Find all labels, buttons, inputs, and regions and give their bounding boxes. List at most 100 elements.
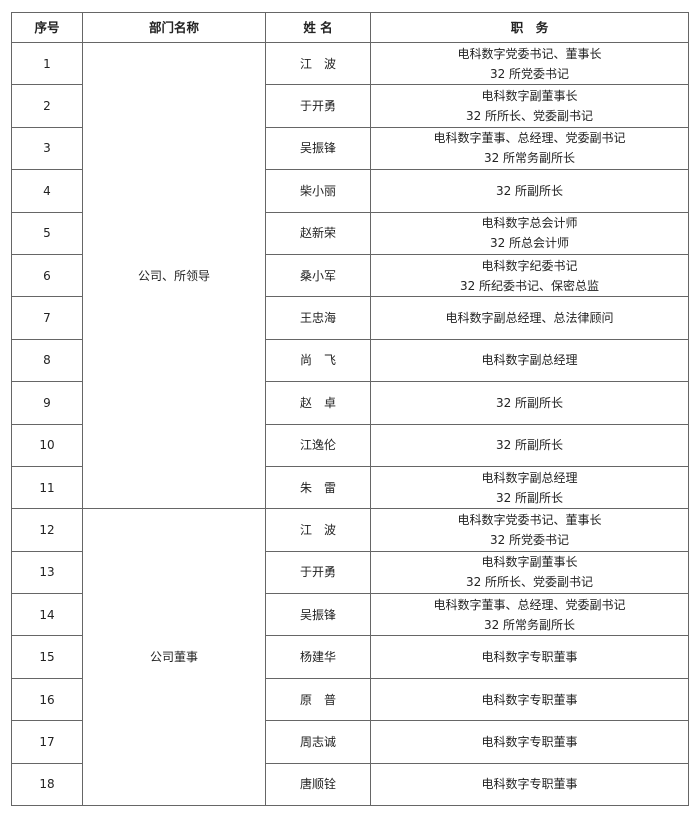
position-line: 32 所副所长 <box>495 183 564 198</box>
position-line: 32 所副所长 <box>495 490 564 505</box>
position-line: 32 所常务副所长 <box>483 151 576 166</box>
name-cell: 王忠海 <box>265 296 371 340</box>
position-line: 32 所副所长 <box>495 395 564 410</box>
seq-cell: 9 <box>11 381 83 425</box>
table-row: 1 公司、所领导江 波 电科数字党委书记、董事长 32 所党委书记 <box>11 41 689 510</box>
header-row: 序号 部门名称 姓 名 职 务 <box>11 12 689 43</box>
position-line: 电科数字董事、总经理、党委副书记 <box>433 597 626 612</box>
name-cell: 赵 卓 <box>265 381 371 425</box>
name-cell: 于开勇 <box>265 84 371 128</box>
position-line: 电科数字党委书记、董事长 <box>457 512 602 527</box>
table-row: 8 尚 飞 电科数字副总经理 <box>11 338 689 383</box>
name-cell: 尚 飞 <box>265 338 371 383</box>
position-line: 32 所所长、党委副书记 <box>465 575 594 590</box>
table-row: 6 桑小军 电科数字纪委书记 32 所纪委书记、保密总监 <box>11 253 689 298</box>
dept-cell: 公司董事 <box>82 508 266 807</box>
position-line: 32 所所长、党委副书记 <box>465 109 594 124</box>
dept-cell: 公司、所领导 <box>82 41 266 510</box>
name-cell: 杨建华 <box>265 635 371 679</box>
table-row: 3 吴振锋 电科数字董事、总经理、党委副书记 32 所常务副所长 <box>11 126 689 171</box>
position-cell: 电科数字党委书记、董事长 32 所党委书记 <box>370 41 689 86</box>
position-cell: 电科数字专职董事 <box>370 720 689 764</box>
seq-cell: 12 <box>11 508 83 552</box>
seq-cell: 2 <box>11 84 83 128</box>
position-line: 32 所副所长 <box>495 438 564 453</box>
seq-cell: 11 <box>11 465 83 510</box>
name-cell: 江 波 <box>265 41 371 86</box>
seq-cell: 18 <box>11 762 83 807</box>
table-row: 12 公司董事江 波 电科数字党委书记、董事长 32 所党委书记 <box>11 508 689 807</box>
header-name: 姓 名 <box>265 12 371 43</box>
position-line: 电科数字董事、总经理、党委副书记 <box>433 131 626 146</box>
seq-cell: 3 <box>11 126 83 171</box>
position-cell: 32 所副所长 <box>370 169 689 213</box>
header-seq: 序号 <box>11 12 83 43</box>
name-cell: 吴振锋 <box>265 126 371 171</box>
name-cell: 于开勇 <box>265 550 371 595</box>
position-cell: 电科数字董事、总经理、党委副书记 32 所常务副所长 <box>370 593 689 637</box>
position-line: 电科数字副总经理 <box>481 470 578 485</box>
seq-cell: 5 <box>11 211 83 255</box>
position-cell: 32 所副所长 <box>370 381 689 425</box>
position-line: 32 所党委书记 <box>489 66 570 81</box>
name-cell: 原 普 <box>265 677 371 722</box>
position-line: 电科数字总会计师 <box>481 216 578 231</box>
position-cell: 电科数字副董事长 32 所所长、党委副书记 <box>370 550 689 595</box>
table-row: 15 杨建华 电科数字专职董事 <box>11 635 689 679</box>
name-cell: 桑小军 <box>265 253 371 298</box>
seq-cell: 10 <box>11 423 83 467</box>
position-cell: 电科数字副总经理 32 所副所长 <box>370 465 689 510</box>
name-cell: 周志诚 <box>265 720 371 764</box>
position-cell: 电科数字董事、总经理、党委副书记 32 所常务副所长 <box>370 126 689 171</box>
position-line: 32 所常务副所长 <box>483 617 576 632</box>
position-cell: 32 所副所长 <box>370 423 689 467</box>
table-row: 7 王忠海 电科数字副总经理、总法律顾问 <box>11 296 689 340</box>
name-cell: 江逸伦 <box>265 423 371 467</box>
position-cell: 电科数字副董事长 32 所所长、党委副书记 <box>370 84 689 128</box>
table-row: 18 唐顺铨 电科数字专职董事 <box>11 762 689 807</box>
table-row: 9 赵 卓 32 所副所长 <box>11 381 689 425</box>
seq-cell: 7 <box>11 296 83 340</box>
position-cell: 电科数字专职董事 <box>370 677 689 722</box>
position-line: 电科数字副董事长 <box>481 555 578 570</box>
seq-cell: 15 <box>11 635 83 679</box>
name-cell: 朱 雷 <box>265 465 371 510</box>
position-cell: 电科数字副总经理 <box>370 338 689 383</box>
position-line: 32 所总会计师 <box>489 236 570 251</box>
position-cell: 电科数字总会计师 32 所总会计师 <box>370 211 689 255</box>
header-position: 职 务 <box>370 12 689 43</box>
position-line: 电科数字副董事长 <box>481 89 578 104</box>
seq-cell: 1 <box>11 41 83 86</box>
position-cell: 电科数字纪委书记 32 所纪委书记、保密总监 <box>370 253 689 298</box>
seq-cell: 8 <box>11 338 83 383</box>
position-cell: 电科数字党委书记、董事长 32 所党委书记 <box>370 508 689 552</box>
seq-cell: 4 <box>11 169 83 213</box>
table-row: 2 于开勇 电科数字副董事长 32 所所长、党委副书记 <box>11 84 689 128</box>
name-cell: 江 波 <box>265 508 371 552</box>
position-line: 电科数字副总经理、总法律顾问 <box>445 311 614 326</box>
table-row: 13 于开勇 电科数字副董事长 32 所所长、党委副书记 <box>11 550 689 595</box>
name-cell: 吴振锋 <box>265 593 371 637</box>
seq-cell: 17 <box>11 720 83 764</box>
table-row: 5 赵新荣 电科数字总会计师 32 所总会计师 <box>11 211 689 255</box>
table-row: 17 周志诚 电科数字专职董事 <box>11 720 689 764</box>
seq-cell: 6 <box>11 253 83 298</box>
seq-cell: 14 <box>11 593 83 637</box>
seq-cell: 13 <box>11 550 83 595</box>
table-row: 4 柴小丽 32 所副所长 <box>11 169 689 213</box>
position-line: 电科数字专职董事 <box>481 692 578 707</box>
position-line: 电科数字副总经理 <box>481 353 578 368</box>
name-cell: 赵新荣 <box>265 211 371 255</box>
seq-cell: 16 <box>11 677 83 722</box>
name-cell: 唐顺铨 <box>265 762 371 807</box>
position-line: 32 所纪委书记、保密总监 <box>459 278 600 293</box>
position-line: 电科数字专职董事 <box>481 650 578 665</box>
position-line: 电科数字纪委书记 <box>481 258 578 273</box>
position-line: 电科数字专职董事 <box>481 734 578 749</box>
leadership-table: 序号 部门名称 姓 名 职 务 1 公司、所领导江 波电科数字党委书记、董事长 32… <box>11 12 689 807</box>
position-line: 电科数字党委书记、董事长 <box>457 46 602 61</box>
position-line: 32 所党委书记 <box>489 532 570 547</box>
position-cell: 电科数字专职董事 <box>370 635 689 679</box>
name-cell: 柴小丽 <box>265 169 371 213</box>
position-cell: 电科数字副总经理、总法律顾问 <box>370 296 689 340</box>
